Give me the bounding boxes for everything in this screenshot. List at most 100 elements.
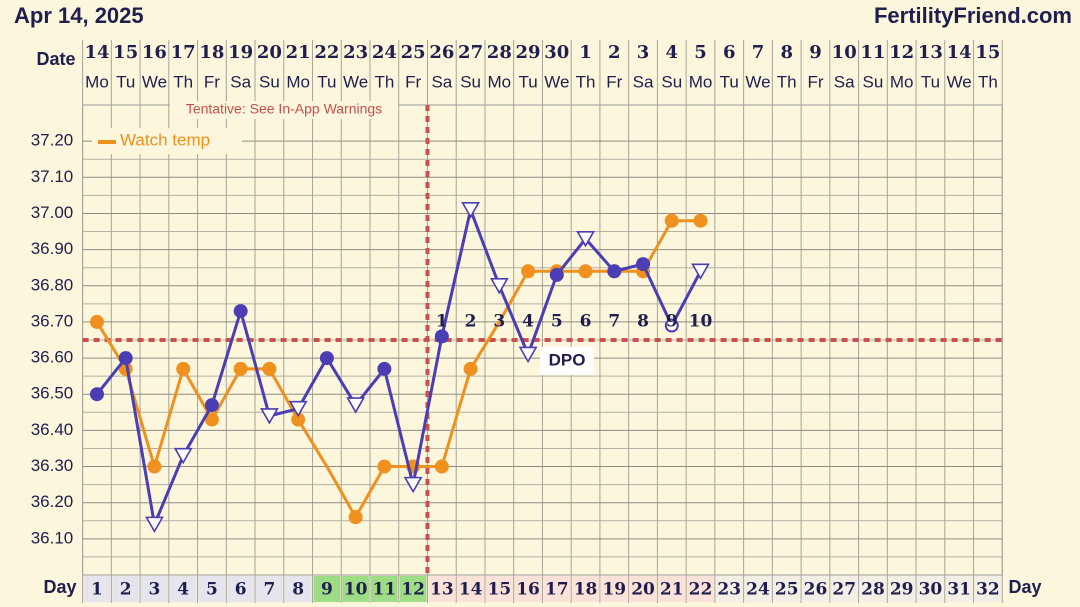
data-point [145, 516, 164, 533]
date-label: 15 [113, 42, 138, 63]
date-label: 24 [372, 42, 397, 63]
weekday-label: Th [576, 72, 596, 91]
data-point [521, 264, 536, 279]
y-tick-label: 36.80 [31, 275, 74, 294]
date-label: 26 [429, 42, 454, 63]
date-label: 13 [918, 42, 943, 63]
day-number: 28 [861, 580, 885, 600]
day-cell [974, 576, 1002, 602]
annotation: Tentative: See In-App Warnings [186, 101, 382, 117]
date-label: 2 [608, 42, 621, 63]
date-label: 18 [199, 42, 224, 63]
date-label: 1 [579, 42, 592, 63]
day-cell [227, 576, 255, 602]
dpo-number: 2 [465, 312, 477, 332]
series-line [95, 204, 702, 530]
dpo-number: 5 [551, 312, 563, 332]
header-site: FertilityFriend.com [874, 3, 1072, 28]
weekday-label: Tu [518, 72, 537, 91]
date-label: 20 [257, 42, 282, 63]
day-number: 24 [746, 580, 770, 600]
date-label: 21 [286, 42, 311, 63]
data-point [489, 277, 509, 295]
day-number: 15 [487, 580, 511, 600]
date-label: 22 [314, 42, 339, 63]
date-label: 25 [401, 42, 426, 63]
data-point [176, 361, 191, 376]
data-point [288, 400, 308, 418]
weekday-label: Fr [405, 72, 421, 91]
weekday-label: Tu [317, 72, 336, 91]
header-date: Apr 14, 2025 [14, 3, 144, 28]
day-cell [256, 576, 283, 602]
data-point [607, 264, 622, 279]
date-label: 9 [809, 42, 822, 63]
weekday-label: Sa [230, 72, 251, 91]
data-point [377, 459, 392, 474]
y-tick-label: 36.70 [31, 311, 74, 330]
weekday-label: Tu [116, 72, 135, 91]
data-point [463, 361, 478, 376]
day-cell [342, 576, 369, 602]
weekday-label: Th [978, 72, 998, 91]
data-point [434, 329, 449, 344]
weekday-label: Mo [689, 72, 713, 91]
weekday-label: Fr [606, 72, 622, 91]
legend-label: Watch temp [120, 130, 210, 149]
data-point [260, 408, 279, 425]
weekday-label: Fr [807, 72, 823, 91]
day-number: 4 [177, 580, 189, 600]
day-number: 5 [206, 580, 218, 600]
day-cell [141, 576, 168, 602]
day-cell [543, 576, 571, 602]
day-cell [399, 576, 427, 602]
dpo-number: 8 [637, 312, 649, 332]
dpo-number: 4 [522, 312, 534, 332]
data-point [89, 387, 104, 402]
date-label: 27 [458, 42, 483, 63]
dpo-label: DPO [549, 350, 586, 369]
day-number: 10 [344, 580, 368, 600]
day-number: 3 [149, 580, 161, 600]
day-cell [371, 576, 398, 602]
day-cell [457, 576, 484, 602]
day-cell [859, 576, 887, 602]
day-number: 7 [263, 580, 275, 600]
day-number: 21 [660, 580, 684, 600]
day-number: 30 [919, 580, 943, 600]
date-label: 6 [723, 42, 736, 63]
day-cell [485, 576, 513, 602]
data-point [147, 459, 162, 474]
weekday-label: Th [374, 72, 394, 91]
dpo-number: 7 [608, 312, 620, 332]
y-tick-label: 37.00 [31, 203, 74, 222]
day-number: 2 [120, 580, 132, 600]
day-cell [169, 576, 197, 602]
data-point [576, 230, 595, 248]
day-cell [888, 576, 916, 602]
day-cell [198, 576, 226, 602]
data-point [636, 257, 651, 272]
weekday-label: We [947, 72, 972, 91]
dpo-number: 1 [436, 312, 448, 332]
date-label: 8 [780, 42, 793, 63]
y-tick-label: 36.20 [31, 492, 74, 511]
weekday-label: Mo [85, 72, 109, 91]
day-number: 27 [832, 580, 856, 600]
weekday-label: Mo [890, 72, 914, 91]
data-point [348, 510, 363, 525]
day-cell [600, 576, 628, 602]
y-tick-label: 37.20 [31, 131, 74, 150]
data-point [89, 314, 104, 329]
day-number: 17 [545, 580, 569, 600]
day-cell [428, 576, 456, 602]
data-point [518, 346, 538, 364]
day-number: 32 [976, 580, 1000, 600]
weekday-label: We [343, 72, 368, 91]
date-label: 23 [343, 42, 368, 63]
legend-box [92, 128, 242, 154]
weekday-label: Th [777, 72, 797, 91]
y-tick-label: 36.90 [31, 239, 74, 258]
date-label: 28 [487, 42, 512, 63]
